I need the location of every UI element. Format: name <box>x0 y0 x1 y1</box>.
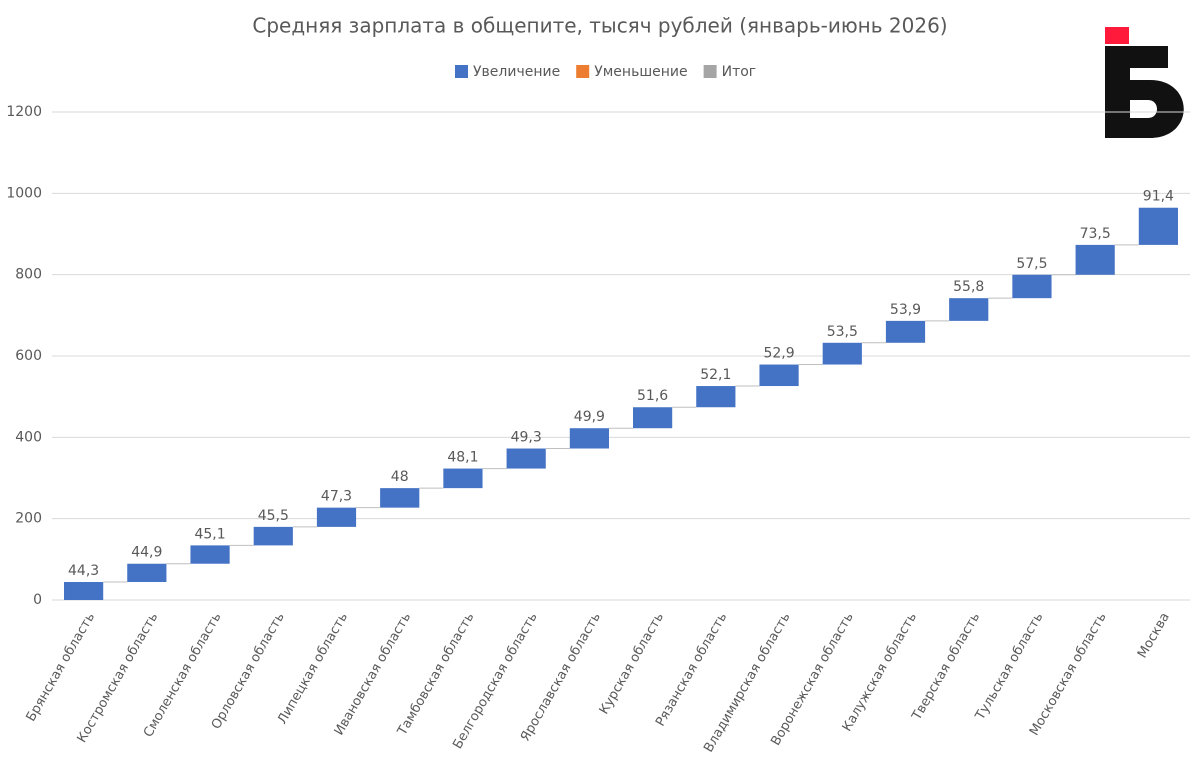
logo <box>1105 27 1184 138</box>
bar <box>190 545 230 564</box>
bar <box>443 468 483 489</box>
bar <box>696 386 736 408</box>
x-tick-label: Тульская область <box>972 610 1046 723</box>
value-label: 57,5 <box>1016 256 1047 272</box>
logo-glyph <box>1105 46 1184 138</box>
value-label: 51,6 <box>637 388 668 404</box>
value-label: 52,9 <box>763 346 794 362</box>
y-tick-label: 600 <box>15 348 42 364</box>
legend-swatch <box>576 65 590 78</box>
y-tick-label: 1000 <box>6 185 42 201</box>
bar <box>885 320 926 343</box>
bar <box>127 563 167 582</box>
value-label: 45,1 <box>194 526 225 542</box>
value-label: 49,9 <box>574 409 605 425</box>
x-tick-label: Брянская область <box>24 610 99 724</box>
chart-title: Средняя зарплата в общепите, тысяч рубле… <box>252 14 947 38</box>
bar <box>569 428 609 449</box>
value-label: 45,5 <box>258 508 289 524</box>
y-tick-label: 200 <box>15 511 42 527</box>
bar <box>506 448 546 469</box>
bar <box>949 298 989 321</box>
legend-label: Итог <box>722 64 757 80</box>
legend-label: Уменьшение <box>594 64 687 80</box>
legend-label: Увеличение <box>473 64 560 80</box>
x-tick-label: Тверская область <box>909 610 983 724</box>
bar <box>1138 207 1178 245</box>
bar <box>1012 274 1052 299</box>
value-label: 53,5 <box>827 324 858 340</box>
y-tick-label: 1200 <box>6 104 42 120</box>
x-tick-label: Рязанская область <box>653 610 730 729</box>
legend-swatch <box>703 65 717 78</box>
bar <box>633 407 673 429</box>
x-tick-label: Курская область <box>597 610 667 717</box>
bar <box>1075 244 1115 275</box>
bar <box>316 507 357 527</box>
x-tick-label: Калужская область <box>840 610 920 734</box>
value-label: 52,1 <box>700 367 731 383</box>
value-label: 73,5 <box>1080 226 1111 242</box>
value-label: 49,3 <box>511 430 542 446</box>
bar <box>380 488 420 508</box>
x-tick-label: Москва <box>1135 610 1173 661</box>
x-tick-label: Липецкая область <box>275 610 351 727</box>
value-label: 47,3 <box>321 489 352 505</box>
bar <box>822 342 862 365</box>
bar <box>253 526 293 546</box>
bar <box>759 364 799 387</box>
value-label: 48 <box>391 469 409 485</box>
value-label: 44,9 <box>131 545 162 561</box>
logo-square <box>1105 27 1129 44</box>
value-label: 44,3 <box>68 563 99 579</box>
bar <box>64 581 104 600</box>
y-tick-label: 800 <box>15 267 42 283</box>
value-label: 53,9 <box>890 302 921 318</box>
x-tick-label: Орловская область <box>209 610 288 732</box>
legend-swatch <box>455 65 468 78</box>
value-label: 91,4 <box>1143 189 1174 205</box>
value-label: 48,1 <box>447 450 478 466</box>
y-tick-label: 400 <box>15 429 42 445</box>
value-label: 55,8 <box>953 279 984 295</box>
y-tick-label: 0 <box>33 592 42 608</box>
